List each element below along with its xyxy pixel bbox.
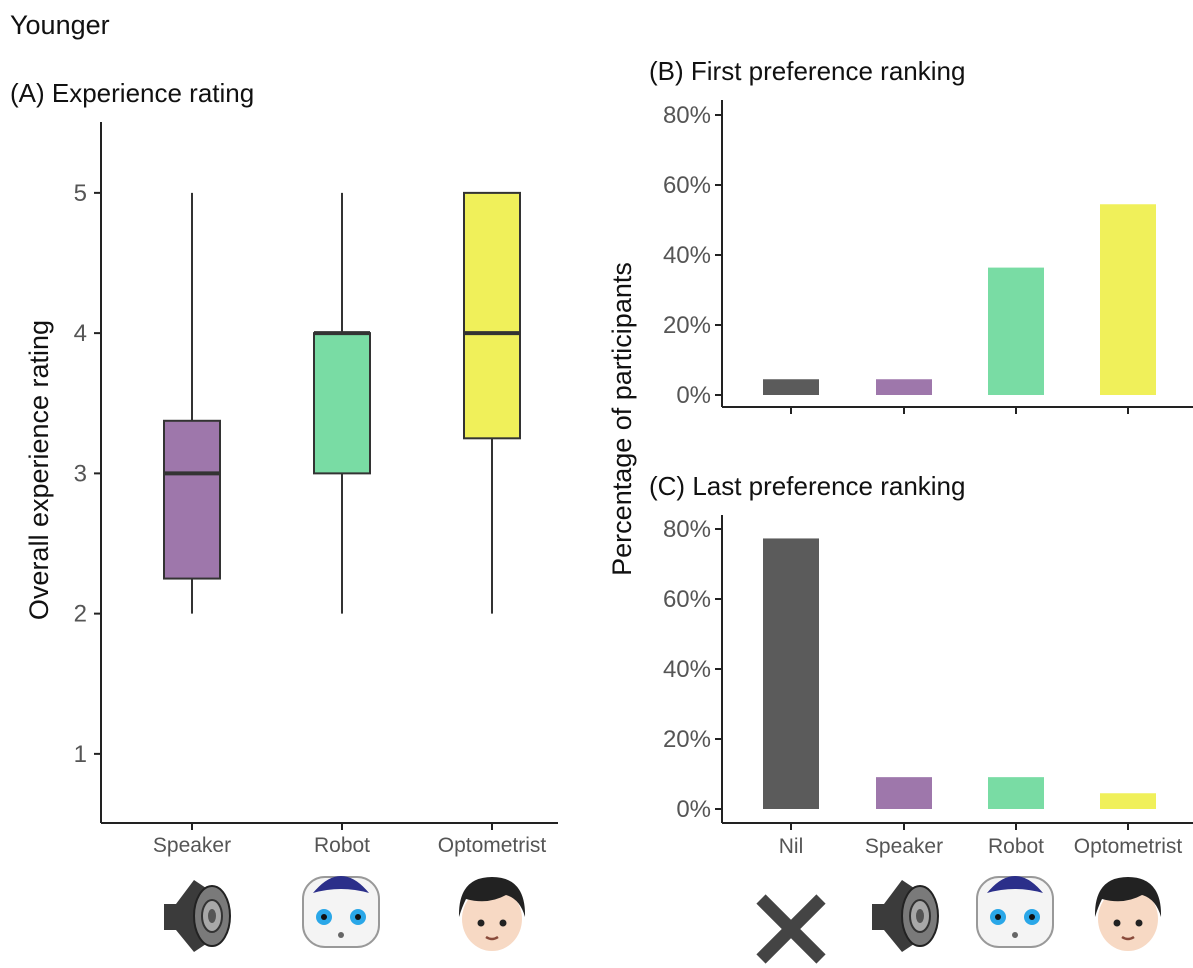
robot-icon	[302, 876, 380, 948]
bar-speaker	[876, 777, 932, 809]
x-tick-label: Nil	[779, 835, 804, 858]
box-speaker	[163, 419, 221, 580]
panel-b-first-preference: (B) First preference ranking 0% 20% 40% 60%…	[649, 56, 1193, 414]
bar-optometrist	[1100, 204, 1156, 395]
panel-a-experience-rating: (A) Experience rating Overall experience…	[10, 78, 558, 857]
y-tick-label: 0%	[676, 382, 711, 409]
y-tick-label: 20%	[663, 312, 711, 339]
panel-b-title: (B) First preference ranking	[649, 56, 965, 86]
panel-c-last-preference: (C) Last preference ranking 0% 20% 40% 60% 8…	[649, 471, 1193, 858]
x-tick-label: Speaker	[153, 834, 231, 857]
y-tick-label: 80%	[663, 102, 711, 129]
optometrist-person-icon	[458, 877, 526, 951]
y-tick-label: 40%	[663, 242, 711, 269]
y-tick-label: 0%	[676, 796, 711, 823]
bar-nil	[763, 538, 819, 809]
speaker-icon	[872, 880, 939, 952]
y-tick-label: 2	[74, 601, 87, 628]
y-tick-label: 60%	[663, 586, 711, 613]
y-tick-label: 1	[74, 741, 87, 768]
panel-bc-y-axis-label: Percentage of participants	[607, 262, 637, 576]
x-tick-label: Speaker	[865, 835, 943, 858]
x-tick-label: Optometrist	[438, 834, 547, 857]
bar-nil	[763, 379, 819, 395]
panel-c-title: (C) Last preference ranking	[649, 471, 965, 501]
y-tick-label: 4	[74, 320, 87, 347]
bar-speaker	[876, 379, 932, 395]
x-tick-label: Robot	[314, 834, 370, 857]
y-tick-label: 60%	[663, 172, 711, 199]
box-optometrist	[463, 191, 521, 440]
y-tick-label: 40%	[663, 656, 711, 683]
robot-icon	[976, 876, 1054, 948]
y-tick-label: 3	[74, 460, 87, 487]
panel-a-y-axis-label: Overall experience rating	[24, 320, 54, 620]
y-tick-label: 80%	[663, 516, 711, 543]
bar-optometrist	[1100, 793, 1156, 809]
panel-a-title: (A) Experience rating	[10, 78, 254, 108]
x-tick-label: Robot	[988, 835, 1044, 858]
optometrist-person-icon	[1094, 877, 1162, 951]
speaker-icon	[164, 880, 231, 952]
bar-robot	[988, 777, 1044, 809]
box-robot	[313, 332, 371, 475]
x-icon	[756, 894, 826, 964]
bar-robot	[988, 267, 1044, 395]
y-tick-label: 20%	[663, 726, 711, 753]
figure-title: Younger	[10, 10, 110, 40]
y-tick-label: 5	[74, 180, 87, 207]
x-tick-label: Optometrist	[1074, 835, 1183, 858]
